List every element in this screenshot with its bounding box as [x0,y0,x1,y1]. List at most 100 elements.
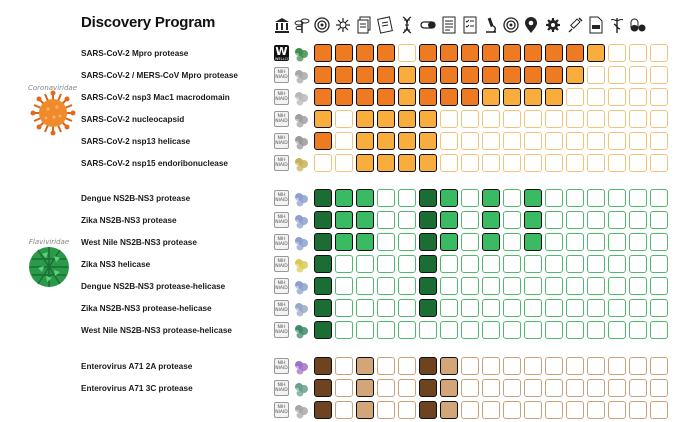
funder-badge: NIH NIAID [274,358,289,374]
flavivirus-icon [29,247,69,287]
row-label: West Nile NS2B-NS3 protease-helicase [81,326,232,335]
row-label: Dengue NS2B-NS3 protease-helicase [81,282,226,291]
status-cell [545,110,563,128]
status-cell [440,132,458,150]
status-cell [314,154,332,172]
status-cell [566,255,584,273]
status-cell [566,132,584,150]
status-cell [629,189,647,207]
status-cell [503,66,521,84]
status-cell [377,321,395,339]
status-cell [461,299,479,317]
status-cell [398,299,416,317]
status-cell [545,379,563,397]
status-cell [461,277,479,295]
column-header-icons [0,14,690,38]
status-cell [335,401,353,419]
status-cell [440,401,458,419]
capsule-icon [419,14,437,36]
dna-icon [398,14,416,36]
status-cell [440,211,458,229]
status-cell [545,88,563,106]
status-cell [587,321,605,339]
status-cell [314,88,332,106]
status-cell [587,66,605,84]
status-cell [335,321,353,339]
status-cell [482,321,500,339]
status-cell [356,44,374,62]
status-cell [566,44,584,62]
caduceus-icon [608,14,626,36]
status-cell [629,357,647,375]
status-cell [461,154,479,172]
protein-structure-icon [295,70,308,84]
status-cell [440,299,458,317]
status-cell [608,357,626,375]
status-cell [314,321,332,339]
page-title: Discovery Program [81,14,216,31]
status-cell [377,277,395,295]
status-cell [566,401,584,419]
status-cell [314,299,332,317]
status-cell [461,357,479,375]
status-cell [377,211,395,229]
table-row: Dengue NS2B-NS3 protease NIH NIAID [0,188,690,210]
status-cell [419,110,437,128]
status-cell [398,88,416,106]
status-cell [398,66,416,84]
coronavirus-group: Coronaviridae [28,84,77,136]
coronavirus-group-label: Coronaviridae [28,84,78,92]
status-cell [398,211,416,229]
status-cell [503,357,521,375]
row-label: SARS-CoV-2 Mpro protease [81,49,189,58]
funder-badge: W WELLCOME [274,45,296,61]
status-cell [314,110,332,128]
protein-structure-icon [295,114,308,128]
explosion-icon [334,14,352,36]
status-cell [629,88,647,106]
microscope-icon [482,14,500,36]
funder-badge: NIH NIAID [274,234,289,250]
status-cell [545,321,563,339]
status-cell [419,154,437,172]
status-cell [650,277,668,295]
protein-structure-icon [295,193,308,207]
status-cell [377,255,395,273]
institution-icon [273,14,291,36]
status-cell [587,277,605,295]
status-cell [608,132,626,150]
coronavirus-icon [30,90,75,136]
status-cell [503,277,521,295]
status-cell [314,379,332,397]
status-cell [545,299,563,317]
status-cell [314,132,332,150]
status-cell [524,110,542,128]
status-cell [314,401,332,419]
status-cell [335,211,353,229]
status-cell [440,379,458,397]
status-cell [587,154,605,172]
status-cell [314,211,332,229]
row-label: Dengue NS2B-NS3 protease [81,194,191,203]
syringe-icon [566,14,584,36]
status-cell [356,255,374,273]
status-cell [566,189,584,207]
status-cell [608,277,626,295]
status-cell [650,132,668,150]
status-cell [377,66,395,84]
table-row: SARS-CoV-2 nucleocapsid NIH NIAID [0,109,690,131]
status-cell [503,255,521,273]
document-icon [587,14,605,36]
status-cell [650,255,668,273]
status-cell [335,255,353,273]
gear-icon [544,14,562,36]
status-cell [545,277,563,295]
status-cell [503,132,521,150]
protein-structure-icon [295,237,308,251]
status-cell [461,401,479,419]
status-cell [608,88,626,106]
status-cell [356,110,374,128]
status-cell [419,277,437,295]
table-row: SARS-CoV-2 nsp3 Mac1 macrodomain NIH NIAI… [0,87,690,109]
status-cell [461,110,479,128]
